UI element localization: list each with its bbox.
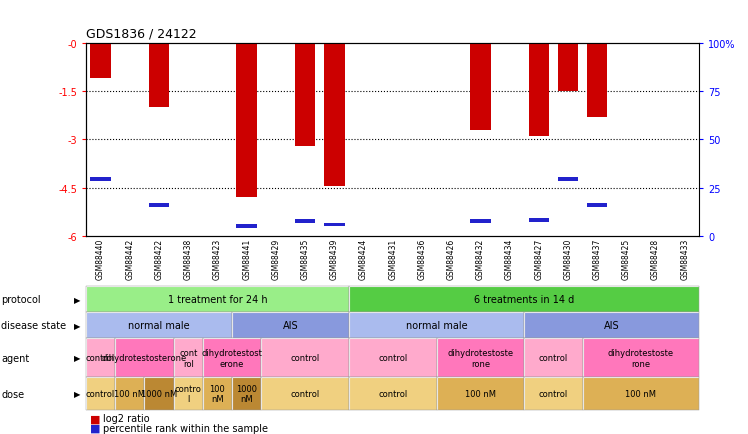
Text: cont
rol: cont rol bbox=[179, 349, 197, 368]
Bar bbox=[149, 43, 169, 108]
Bar bbox=[295, 43, 316, 146]
Text: AIS: AIS bbox=[283, 321, 298, 330]
Text: normal male: normal male bbox=[405, 321, 468, 330]
Text: AIS: AIS bbox=[604, 321, 619, 330]
Text: ▶: ▶ bbox=[74, 389, 80, 398]
Bar bbox=[295, 220, 316, 224]
Text: 1000 nM: 1000 nM bbox=[141, 389, 177, 398]
Text: dose: dose bbox=[1, 389, 25, 399]
Text: disease state: disease state bbox=[1, 321, 67, 330]
Text: control: control bbox=[290, 354, 319, 362]
Text: contro
l: contro l bbox=[175, 384, 202, 404]
Text: GDS1836 / 24122: GDS1836 / 24122 bbox=[86, 28, 197, 41]
Text: dihydrotestoste
rone: dihydrotestoste rone bbox=[447, 349, 513, 368]
Text: percentile rank within the sample: percentile rank within the sample bbox=[103, 423, 269, 433]
Bar bbox=[558, 178, 578, 182]
Text: 100
nM: 100 nM bbox=[209, 384, 225, 404]
Bar bbox=[529, 218, 549, 222]
Text: 1 treatment for 24 h: 1 treatment for 24 h bbox=[168, 295, 267, 304]
Bar bbox=[236, 43, 257, 198]
Text: control: control bbox=[86, 354, 115, 362]
Text: normal male: normal male bbox=[128, 321, 190, 330]
Text: dihydrotestoste
rone: dihydrotestoste rone bbox=[608, 349, 674, 368]
Bar bbox=[236, 225, 257, 228]
Bar bbox=[91, 43, 111, 79]
Text: control: control bbox=[378, 354, 408, 362]
Text: control: control bbox=[539, 389, 568, 398]
Bar bbox=[149, 204, 169, 207]
Bar bbox=[324, 43, 345, 187]
Text: control: control bbox=[539, 354, 568, 362]
Bar bbox=[91, 178, 111, 182]
Text: 100 nM: 100 nM bbox=[465, 389, 496, 398]
Bar bbox=[470, 220, 491, 224]
Text: 1000
nM: 1000 nM bbox=[236, 384, 257, 404]
Text: agent: agent bbox=[1, 353, 30, 363]
Text: ▶: ▶ bbox=[74, 295, 80, 304]
Text: log2 ratio: log2 ratio bbox=[103, 414, 150, 424]
Text: control: control bbox=[86, 389, 115, 398]
Text: protocol: protocol bbox=[1, 295, 41, 304]
Bar bbox=[587, 204, 607, 207]
Text: ▶: ▶ bbox=[74, 354, 80, 362]
Text: ■: ■ bbox=[90, 423, 100, 433]
Bar bbox=[587, 43, 607, 118]
Text: dihydrotestosterone: dihydrotestosterone bbox=[102, 354, 187, 362]
Text: 6 treatments in 14 d: 6 treatments in 14 d bbox=[474, 295, 574, 304]
Bar bbox=[529, 43, 549, 137]
Text: control: control bbox=[378, 389, 408, 398]
Bar bbox=[470, 43, 491, 130]
Text: ■: ■ bbox=[90, 414, 100, 424]
Text: ▶: ▶ bbox=[74, 321, 80, 330]
Text: control: control bbox=[290, 389, 319, 398]
Text: dihydrotestost
erone: dihydrotestost erone bbox=[202, 349, 263, 368]
Bar bbox=[558, 43, 578, 92]
Text: 100 nM: 100 nM bbox=[625, 389, 657, 398]
Bar bbox=[324, 223, 345, 227]
Text: 100 nM: 100 nM bbox=[114, 389, 145, 398]
